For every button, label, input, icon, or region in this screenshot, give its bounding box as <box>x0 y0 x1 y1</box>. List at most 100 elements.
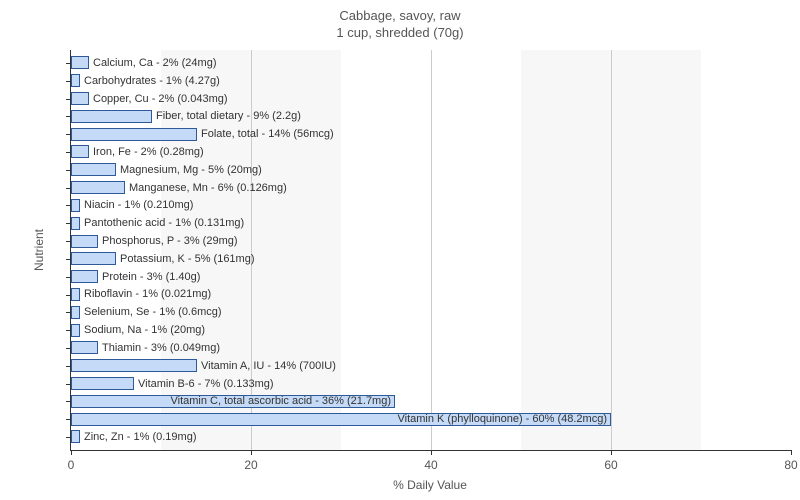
y-tick <box>66 223 71 224</box>
nutrient-bar <box>71 181 125 194</box>
nutrient-bar <box>71 110 152 123</box>
bar-label: Vitamin K (phylloquinone) - 60% (48.2mcg… <box>397 413 611 425</box>
nutrient-bar <box>71 324 80 337</box>
nutrient-bar <box>71 270 98 283</box>
bar-label: Calcium, Ca - 2% (24mg) <box>93 57 216 69</box>
bar-label: Carbohydrates - 1% (4.27g) <box>84 75 220 87</box>
bar-row: Vitamin K (phylloquinone) - 60% (48.2mcg… <box>71 412 791 426</box>
bar-label: Iron, Fe - 2% (0.28mg) <box>93 146 204 158</box>
nutrient-bar <box>71 306 80 319</box>
y-tick <box>66 277 71 278</box>
nutrient-bar <box>71 145 89 158</box>
nutrient-bar <box>71 217 80 230</box>
bar-label: Magnesium, Mg - 5% (20mg) <box>120 164 262 176</box>
y-tick <box>66 437 71 438</box>
bar-label: Folate, total - 14% (56mcg) <box>201 128 334 140</box>
y-tick <box>66 366 71 367</box>
bar-row: Carbohydrates - 1% (4.27g) <box>71 74 791 88</box>
bar-label: Copper, Cu - 2% (0.043mg) <box>93 93 228 105</box>
bar-label: Manganese, Mn - 6% (0.126mg) <box>129 182 287 194</box>
bar-row: Sodium, Na - 1% (20mg) <box>71 323 791 337</box>
bar-row: Copper, Cu - 2% (0.043mg) <box>71 92 791 106</box>
y-tick <box>66 384 71 385</box>
bars-container: Calcium, Ca - 2% (24mg) Carbohydrates - 1… <box>71 54 791 446</box>
bar-row: Protein - 3% (1.40g) <box>71 270 791 284</box>
y-tick <box>66 330 71 331</box>
bar-label: Niacin - 1% (0.210mg) <box>84 199 193 211</box>
x-tick <box>791 450 792 455</box>
nutrient-bar <box>71 377 134 390</box>
y-tick <box>66 419 71 420</box>
y-tick <box>66 188 71 189</box>
bar-label: Vitamin B-6 - 7% (0.133mg) <box>138 378 274 390</box>
bar-row: Pantothenic acid - 1% (0.131mg) <box>71 216 791 230</box>
y-axis-label: Nutrient <box>18 50 60 450</box>
bar-row: Folate, total - 14% (56mcg) <box>71 127 791 141</box>
bar-row: Iron, Fe - 2% (0.28mg) <box>71 145 791 159</box>
y-tick <box>66 295 71 296</box>
x-tick-label: 40 <box>424 458 437 472</box>
y-tick <box>66 152 71 153</box>
x-axis-label: % Daily Value <box>70 478 790 492</box>
y-tick <box>66 170 71 171</box>
y-tick <box>66 259 71 260</box>
bar-label: Sodium, Na - 1% (20mg) <box>84 324 205 336</box>
bar-row: Thiamin - 3% (0.049mg) <box>71 341 791 355</box>
x-tick-label: 0 <box>68 458 75 472</box>
bar-row: Magnesium, Mg - 5% (20mg) <box>71 163 791 177</box>
bar-label: Pantothenic acid - 1% (0.131mg) <box>84 217 244 229</box>
y-tick <box>66 99 71 100</box>
y-tick <box>66 134 71 135</box>
x-tick <box>431 450 432 455</box>
nutrient-bar <box>71 430 80 443</box>
y-tick <box>66 116 71 117</box>
bar-row: Phosphorus, P - 3% (29mg) <box>71 234 791 248</box>
bar-label: Potassium, K - 5% (161mg) <box>120 253 255 265</box>
nutrient-bar <box>71 359 197 372</box>
y-tick <box>66 348 71 349</box>
bar-row: Niacin - 1% (0.210mg) <box>71 198 791 212</box>
nutrient-bar <box>71 128 197 141</box>
bar-label: Vitamin A, IU - 14% (700IU) <box>201 360 336 372</box>
bar-row: Manganese, Mn - 6% (0.126mg) <box>71 181 791 195</box>
bar-row: Zinc, Zn - 1% (0.19mg) <box>71 430 791 444</box>
bar-label: Phosphorus, P - 3% (29mg) <box>102 235 238 247</box>
bar-label: Vitamin C, total ascorbic acid - 36% (21… <box>171 395 396 407</box>
bar-label: Zinc, Zn - 1% (0.19mg) <box>84 431 196 443</box>
x-tick <box>251 450 252 455</box>
x-tick-label: 20 <box>244 458 257 472</box>
bar-row: Fiber, total dietary - 9% (2.2g) <box>71 109 791 123</box>
bar-row: Riboflavin - 1% (0.021mg) <box>71 287 791 301</box>
bar-row: Calcium, Ca - 2% (24mg) <box>71 56 791 70</box>
chart-title: Cabbage, savoy, raw 1 cup, shredded (70g… <box>0 8 800 42</box>
bar-row: Vitamin B-6 - 7% (0.133mg) <box>71 377 791 391</box>
nutrient-bar <box>71 74 80 87</box>
x-tick <box>611 450 612 455</box>
x-tick <box>71 450 72 455</box>
bar-label: Fiber, total dietary - 9% (2.2g) <box>156 110 301 122</box>
plot-area: 0 20 40 60 80 Calcium, Ca - 2% (24mg)Car… <box>70 50 791 451</box>
y-tick <box>66 205 71 206</box>
bar-row: Vitamin C, total ascorbic acid - 36% (21… <box>71 394 791 408</box>
y-tick <box>66 81 71 82</box>
x-tick-label: 60 <box>604 458 617 472</box>
bar-label: Selenium, Se - 1% (0.6mcg) <box>84 306 222 318</box>
nutrient-bar <box>71 56 89 69</box>
nutrient-bar <box>71 163 116 176</box>
bar-label: Riboflavin - 1% (0.021mg) <box>84 288 211 300</box>
bar-row: Potassium, K - 5% (161mg) <box>71 252 791 266</box>
bar-label: Protein - 3% (1.40g) <box>102 271 200 283</box>
title-line-2: 1 cup, shredded (70g) <box>0 25 800 42</box>
y-tick <box>66 312 71 313</box>
nutrient-bar <box>71 341 98 354</box>
y-tick <box>66 401 71 402</box>
nutrient-bar <box>71 92 89 105</box>
bar-row: Vitamin A, IU - 14% (700IU) <box>71 359 791 373</box>
bar-label: Thiamin - 3% (0.049mg) <box>102 342 220 354</box>
x-tick-label: 80 <box>784 458 797 472</box>
nutrient-bar <box>71 199 80 212</box>
nutrient-bar <box>71 235 98 248</box>
nutrient-bar <box>71 288 80 301</box>
bar-row: Selenium, Se - 1% (0.6mcg) <box>71 305 791 319</box>
title-line-1: Cabbage, savoy, raw <box>0 8 800 25</box>
